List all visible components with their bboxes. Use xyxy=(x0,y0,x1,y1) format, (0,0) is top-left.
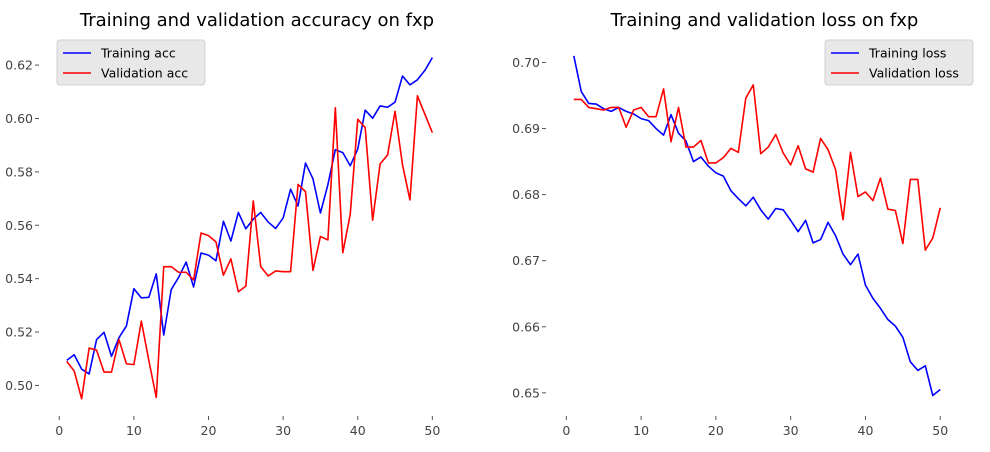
x-tick-label: 30 xyxy=(783,423,799,438)
y-tick-label: 0.58 xyxy=(5,164,33,179)
chart-title: Training and validation accuracy on fxp xyxy=(79,10,434,31)
chart-title: Training and validation loss on fxp xyxy=(610,10,919,31)
series-line-training-loss xyxy=(573,55,941,397)
x-tick-label: 50 xyxy=(932,423,948,438)
x-tick-label: 10 xyxy=(633,423,649,438)
x-tick-label: 20 xyxy=(708,423,724,438)
x-tick-label: 0 xyxy=(55,423,63,438)
series-line-training-acc xyxy=(66,57,434,375)
y-tick-label: 0.50 xyxy=(5,378,33,393)
loss-chart: Training and validation loss on fxp 0 10 20… xyxy=(512,10,974,438)
y-tick-label: 0.52 xyxy=(5,325,33,340)
legend: Training loss Validation loss xyxy=(824,39,974,86)
legend-label: Validation acc xyxy=(101,66,188,81)
legend-box xyxy=(824,39,974,86)
y-tick-label: 0.66 xyxy=(512,319,540,334)
y-tick-label: 0.67 xyxy=(512,253,540,268)
y-tick-label: 0.65 xyxy=(512,385,540,400)
x-tick-label: 40 xyxy=(350,423,366,438)
accuracy-chart: Training and validation accuracy on fxp 0… xyxy=(5,10,440,438)
x-tick-label: 0 xyxy=(562,423,570,438)
legend-label: Training acc xyxy=(100,46,176,61)
series-line-validation-acc xyxy=(66,94,434,400)
legend: Training acc Validation acc xyxy=(56,39,206,86)
x-tick-label: 20 xyxy=(201,423,217,438)
x-tick-label: 10 xyxy=(126,423,142,438)
y-tick-label: 0.70 xyxy=(512,55,540,70)
legend-box xyxy=(56,39,206,86)
x-tick-label: 30 xyxy=(275,423,291,438)
x-tick-label: 50 xyxy=(424,423,440,438)
legend-label: Training loss xyxy=(868,46,946,61)
y-tick-label: 0.69 xyxy=(512,121,540,136)
y-tick-label: 0.68 xyxy=(512,187,540,202)
y-tick-label: 0.62 xyxy=(5,58,33,73)
y-tick-label: 0.60 xyxy=(5,111,33,126)
y-tick-label: 0.56 xyxy=(5,218,33,233)
series-line-validation-loss xyxy=(573,84,942,251)
y-tick-label: 0.54 xyxy=(5,271,33,286)
x-tick-label: 40 xyxy=(858,423,874,438)
legend-label: Validation loss xyxy=(869,66,959,81)
